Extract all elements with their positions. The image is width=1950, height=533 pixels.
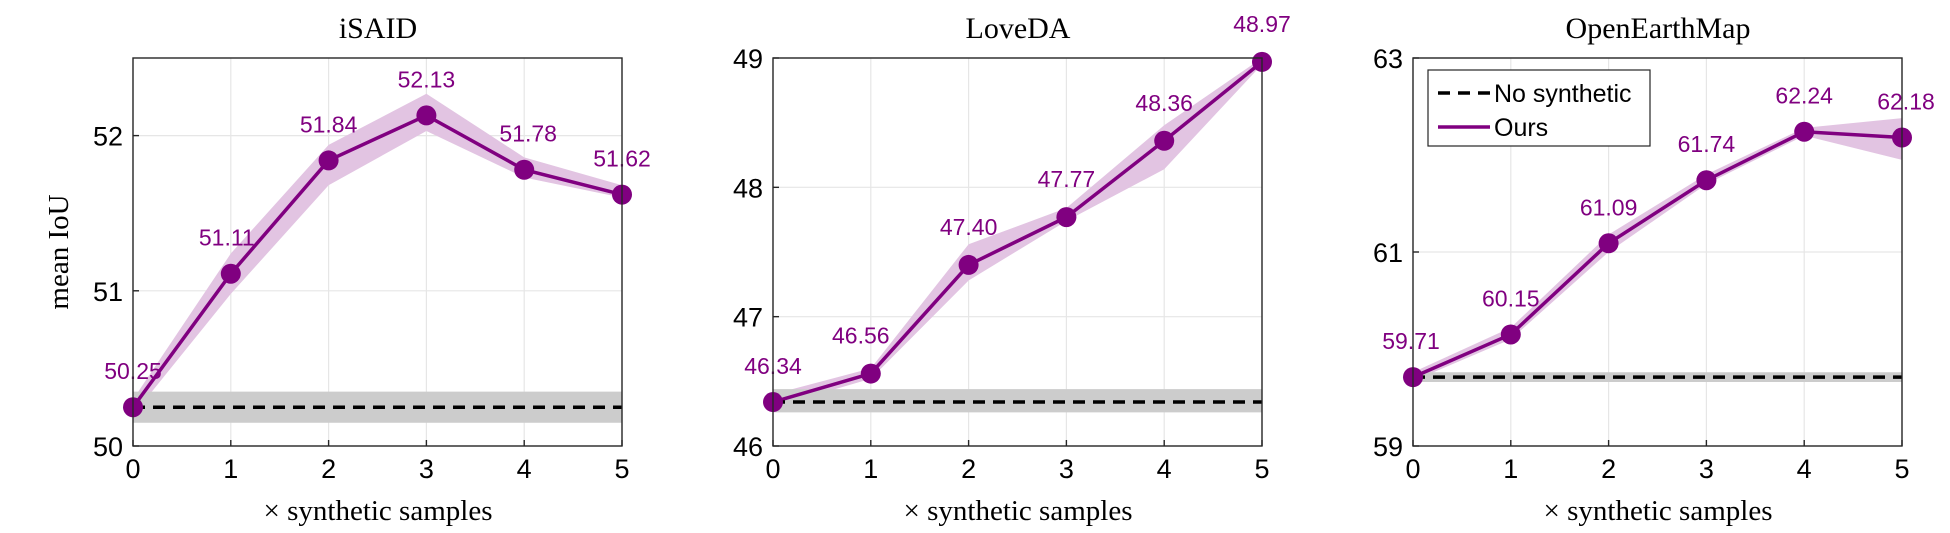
ours-line [1412,129,1903,379]
x-axis-label: × synthetic samples [1544,495,1773,527]
legend-label: No synthetic [1494,80,1632,108]
chart-title: iSAID [339,12,417,45]
legend-box [1427,69,1651,147]
ours-band [773,58,1262,408]
x-tick-label: 2 [321,454,336,484]
axes-frame [132,57,623,447]
plot-area: 59.71 60.15 61.09 61.74 62.24 62.18 0 1 2 3 4 5 59 61… [1373,44,1935,484]
data-point [1500,324,1521,345]
x-tick-label: 4 [1157,454,1172,484]
data-point [1056,207,1077,228]
x-axis-label: × synthetic samples [264,495,493,527]
ours-band [1413,118,1902,382]
data-label: 51.84 [300,111,358,137]
x-tick-label: 3 [419,454,434,484]
y-axis-label: mean IoU [43,194,75,309]
chart-panel-openearthmap: 59.71 60.15 61.09 61.74 62.24 62.18 0 1 2 3 4 5 59 61… [1373,12,1935,527]
x-tick-label: 0 [765,454,780,484]
y-tick-label: 47 [733,303,763,333]
legend-label: Ours [1494,114,1548,142]
data-label: 48.36 [1135,90,1193,116]
x-tick-label: 2 [1601,454,1616,484]
y-tick-label: 63 [1373,44,1403,74]
x-tick-label: 1 [1503,454,1518,484]
x-tick-label: 4 [517,454,532,484]
axes-frame [772,57,1263,447]
data-label: 51.11 [199,225,255,251]
data-label: 60.15 [1482,285,1540,311]
data-point [220,263,241,284]
ours-band [133,93,622,415]
data-point [1598,233,1619,254]
data-label: 61.09 [1580,194,1638,220]
chart-title: OpenEarthMap [1566,12,1751,45]
x-tick-label: 1 [863,454,878,484]
x-tick-label: 0 [125,454,140,484]
y-tick-label: 50 [93,432,123,462]
y-tick-label: 48 [733,173,763,203]
data-label: 48.97 [1233,11,1291,37]
data-label: 46.56 [832,323,890,349]
x-tick-label: 3 [1699,454,1714,484]
data-label: 62.24 [1775,83,1833,109]
legend: No synthetic Ours [1427,69,1651,147]
data-point [1794,121,1815,142]
x-axis-label: × synthetic samples [904,495,1133,527]
data-label: 47.40 [940,214,998,240]
y-tick-label: 51 [93,277,123,307]
y-tick-label: 59 [1373,432,1403,462]
x-tick-label: 3 [1059,454,1074,484]
data-point [1696,170,1717,191]
data-point [958,254,979,275]
ours-line [131,113,623,409]
x-tick-label: 4 [1797,454,1812,484]
y-tick-label: 49 [733,44,763,74]
x-tick-label: 0 [1405,454,1420,484]
x-tick-label: 5 [614,454,629,484]
chart-title: LoveDA [966,12,1071,45]
x-tick-label: 5 [1254,454,1269,484]
y-tick-label: 61 [1373,238,1403,268]
data-label: 62.18 [1877,89,1935,115]
data-point [416,105,437,126]
x-tick-label: 1 [223,454,238,484]
data-label: 61.74 [1678,131,1736,157]
y-tick-label: 46 [733,432,763,462]
data-point [860,363,881,384]
data-label: 51.78 [499,121,557,147]
data-point [318,150,339,171]
data-label: 59.71 [1382,328,1440,354]
data-point [514,159,535,180]
data-label: 47.77 [1038,166,1096,192]
y-tick-label: 52 [93,122,123,152]
x-tick-label: 5 [1894,454,1909,484]
data-label: 52.13 [398,66,456,92]
x-tick-label: 2 [961,454,976,484]
data-point [1154,130,1175,151]
ours-line [772,60,1264,404]
